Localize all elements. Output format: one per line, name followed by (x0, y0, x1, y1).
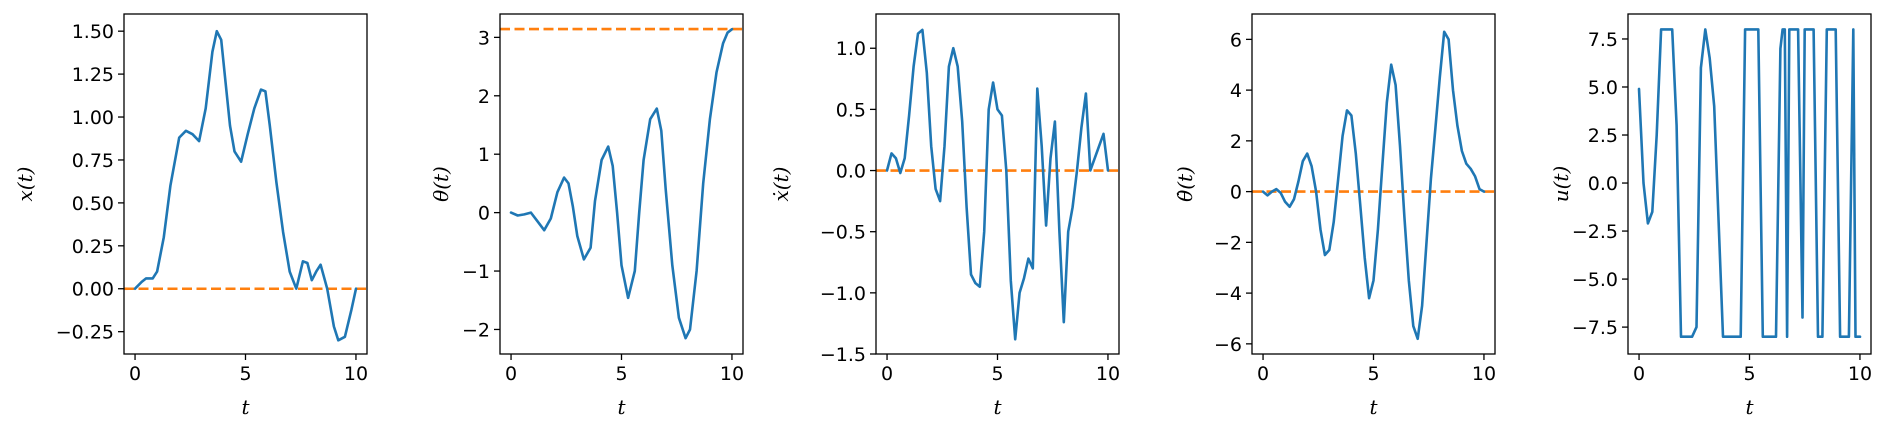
y-tick-label: 1 (478, 144, 490, 166)
y-tick-label: 2 (1230, 131, 1242, 153)
x-tick-label: 10 (1096, 363, 1120, 385)
y-tick-label: 0 (478, 203, 490, 225)
y-tick-label: 1.0 (836, 38, 866, 60)
x-tick-label: 5 (1367, 363, 1379, 385)
y-tick-label: 7.5 (1588, 29, 1618, 51)
axes-frame (1251, 13, 1496, 355)
y-tick-label: −5.0 (1572, 269, 1618, 291)
y-tick-label: −2.5 (1572, 221, 1618, 243)
x-axis-label: t (241, 395, 250, 419)
y-axis-label: x(t) (13, 167, 37, 202)
x-axis-label: t (1369, 395, 1378, 419)
series-line-1 (1637, 28, 1862, 339)
y-axis-label: u(t) (1549, 166, 1573, 203)
x-axis-label: t (617, 395, 626, 419)
x-tick-label: 0 (129, 363, 141, 385)
y-tick-label: 3 (478, 27, 490, 49)
series-line-1 (133, 29, 358, 342)
x-tick-label: 0 (1633, 363, 1645, 385)
y-tick-label: −1.5 (820, 344, 866, 366)
subplot-1: 0 5 10 −0.25 0.00 0.25 0.50 0.75 1.00 1.25 1.50 t x(… (13, 13, 368, 419)
y-tick-label: 2.5 (1588, 125, 1618, 147)
y-tick-label: 1.00 (72, 107, 114, 129)
y-tick-label: −1 (462, 261, 490, 283)
y-tick-label: 0.25 (72, 236, 114, 258)
y-tick-label: 5.0 (1588, 77, 1618, 99)
axes-frame (875, 13, 1120, 355)
y-tick-label: −4 (1214, 283, 1242, 305)
x-axis-label: t (993, 395, 1002, 419)
y-axis-label: θ̇(t) (1173, 166, 1197, 202)
y-tick-label: 1.25 (72, 64, 114, 86)
subplot-2: 0 5 10 −2 −1 0 1 2 3 t θ(t) (429, 13, 744, 419)
x-tick-label: 0 (505, 363, 517, 385)
axes-frame (1627, 13, 1872, 355)
y-tick-label: 0.0 (836, 161, 866, 183)
y-tick-label: 2 (478, 86, 490, 108)
series-line-1 (1261, 30, 1486, 341)
y-tick-label: −2 (462, 319, 490, 341)
axes-frame (499, 13, 744, 355)
y-tick-label: 1.50 (72, 21, 114, 43)
subplot-4: 0 5 10 −6 −4 −2 0 2 4 6 t θ̇(t) (1173, 13, 1496, 419)
y-tick-label: −0.5 (820, 222, 866, 244)
y-tick-label: 0.00 (72, 279, 114, 301)
y-tick-label: 0.5 (836, 99, 866, 121)
subplot-5: 0 5 10 −7.5 −5.0 −2.5 0.0 2.5 5.0 7.5 t u(t) (1549, 13, 1872, 419)
y-tick-label: −0.25 (56, 322, 114, 344)
y-tick-label: −1.0 (820, 283, 866, 305)
x-tick-label: 10 (344, 363, 368, 385)
x-axis-label: t (1745, 395, 1754, 419)
y-tick-label: 4 (1230, 80, 1242, 102)
x-tick-label: 0 (1257, 363, 1269, 385)
series-line-1 (509, 27, 734, 340)
x-tick-label: 5 (991, 363, 1003, 385)
y-tick-label: 0.0 (1588, 173, 1618, 195)
y-tick-label: 6 (1230, 29, 1242, 51)
x-tick-label: 10 (1472, 363, 1496, 385)
subplot-3: 0 5 10 −1.5 −1.0 −0.5 0.0 0.5 1.0 t ẋ(t) (769, 13, 1120, 419)
y-tick-label: −2 (1214, 232, 1242, 254)
series-line-1 (885, 28, 1110, 341)
y-tick-label: 0 (1230, 182, 1242, 204)
y-tick-label: 0.50 (72, 193, 114, 215)
x-tick-label: 10 (720, 363, 744, 385)
y-tick-label: 0.75 (72, 150, 114, 172)
x-tick-label: 10 (1848, 363, 1872, 385)
y-axis-label: θ(t) (429, 166, 453, 202)
y-tick-label: −6 (1214, 334, 1242, 356)
x-tick-label: 5 (1743, 363, 1755, 385)
x-tick-label: 5 (239, 363, 251, 385)
y-tick-label: −7.5 (1572, 317, 1618, 339)
x-tick-label: 0 (881, 363, 893, 385)
x-tick-label: 5 (615, 363, 627, 385)
y-axis-label: ẋ(t) (769, 167, 793, 202)
